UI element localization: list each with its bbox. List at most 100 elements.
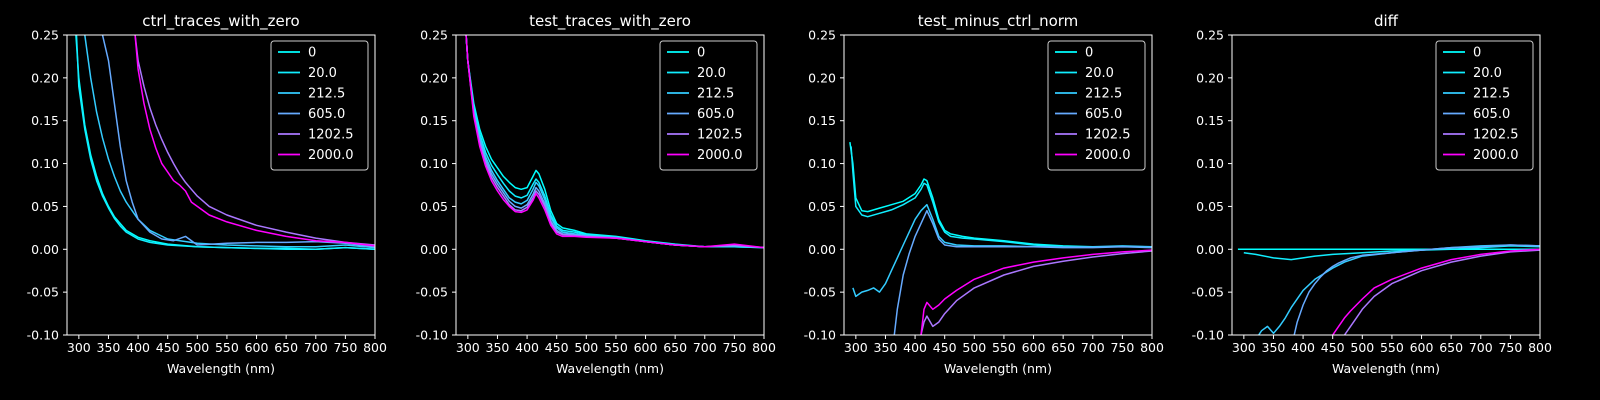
legend-label: 1202.5 [697, 128, 743, 143]
chart-title: diff [1374, 12, 1399, 30]
x-tick-label: 750 [333, 340, 357, 355]
legend: 0 20.0 212.5 605.0 1202.5 2000.0 [1047, 40, 1146, 171]
y-tick-label: 0.20 [1196, 70, 1224, 85]
y-tick-label: 0.00 [1196, 242, 1224, 257]
series-line-1 [849, 141, 1152, 248]
y-tick-label: -0.05 [1192, 285, 1224, 300]
x-tick-label: 550 [992, 340, 1016, 355]
series-group [75, 35, 375, 251]
legend-label: 0 [308, 46, 316, 61]
y-tick-label: -0.10 [1192, 328, 1224, 343]
y-tick-label: 0.25 [420, 28, 448, 43]
y-tick-label: -0.10 [416, 328, 448, 343]
x-tick-label: 600 [1022, 340, 1046, 355]
series-line-1 [465, 35, 764, 249]
legend-label: 605.0 [1473, 107, 1510, 122]
y-tick-label: 0.15 [1196, 113, 1224, 128]
legend-label: 20.0 [1473, 66, 1502, 81]
y-tick-label: 0.20 [808, 70, 836, 85]
legend: 0 20.0 212.5 605.0 1202.5 2000.0 [270, 40, 369, 171]
y-tick-label: 0.05 [1196, 199, 1224, 214]
legend-label: 605.0 [1085, 107, 1122, 122]
x-axis-label: Wavelength (nm) [167, 361, 275, 376]
x-tick-label: 300 [456, 340, 480, 355]
x-tick-label: 500 [1350, 340, 1374, 355]
y-tick-label: -0.10 [804, 328, 836, 343]
x-tick-label: 400 [126, 340, 150, 355]
x-tick-label: 750 [722, 340, 746, 355]
x-tick-label: 550 [1380, 340, 1404, 355]
series-line-2 [75, 35, 375, 251]
x-tick-label: 500 [574, 340, 598, 355]
series-group [465, 35, 764, 249]
x-tick-label: 800 [363, 340, 387, 355]
y-tick-label: 0.05 [420, 199, 448, 214]
x-axis-label: Wavelength (nm) [556, 361, 664, 376]
legend-label: 212.5 [1085, 87, 1122, 102]
y-tick-label: 0.15 [31, 113, 59, 128]
series-group [1237, 244, 1540, 335]
y-tick-label: 0.05 [808, 199, 836, 214]
y-tick-label: 0.00 [420, 242, 448, 257]
y-tick-label: 0.15 [420, 113, 448, 128]
legend-label: 1202.5 [308, 128, 354, 143]
series-group [849, 141, 1152, 335]
x-tick-label: 350 [1262, 340, 1286, 355]
y-tick-label: 0.10 [1196, 156, 1224, 171]
legend: 0 20.0 212.5 605.0 1202.5 2000.0 [659, 40, 758, 171]
legend-label: 0 [1473, 46, 1481, 61]
chart-panel-1: ctrl_traces_with_zero 300 350 400 450 500 550 6… [27, 12, 387, 376]
series-line-6 [920, 249, 1152, 335]
x-tick-label: 350 [874, 340, 898, 355]
x-tick-label: 300 [67, 340, 91, 355]
x-tick-label: 350 [486, 340, 510, 355]
x-tick-label: 800 [1528, 340, 1552, 355]
plot-frame [1231, 34, 1541, 336]
y-tick-label: -0.10 [27, 328, 59, 343]
y-tick-label: 0.00 [31, 242, 59, 257]
legend-label: 20.0 [1085, 66, 1114, 81]
series-line-3 [852, 203, 1152, 298]
plot-frame [843, 34, 1153, 336]
y-tick-label: 0.00 [808, 242, 836, 257]
x-tick-label: 750 [1498, 340, 1522, 355]
legend-label: 2000.0 [1085, 148, 1131, 163]
legend-label: 212.5 [697, 87, 734, 102]
x-tick-label: 700 [693, 340, 717, 355]
series-line-4 [1293, 244, 1540, 335]
series-line-4 [893, 209, 1152, 335]
chart-title: ctrl_traces_with_zero [142, 12, 299, 31]
x-tick-label: 700 [304, 340, 328, 355]
x-tick-label: 450 [545, 340, 569, 355]
series-line-2 [850, 146, 1152, 248]
series-line-6 [134, 35, 375, 247]
series-line-5 [1343, 249, 1540, 335]
plot-frame [66, 34, 376, 336]
x-tick-label: 650 [1439, 340, 1463, 355]
legend-label: 212.5 [308, 87, 345, 102]
y-tick-label: 0.15 [808, 113, 836, 128]
x-tick-label: 400 [903, 340, 927, 355]
y-tick-label: 0.25 [1196, 28, 1224, 43]
legend-label: 1202.5 [1473, 128, 1519, 143]
x-tick-label: 300 [844, 340, 868, 355]
x-tick-label: 550 [604, 340, 628, 355]
x-tick-label: 600 [634, 340, 658, 355]
legend-label: 0 [697, 46, 705, 61]
y-tick-label: 0.25 [808, 28, 836, 43]
legend-label: 2000.0 [697, 148, 743, 163]
y-tick-label: 0.20 [31, 70, 59, 85]
legend-label: 605.0 [308, 107, 345, 122]
x-axis-label: Wavelength (nm) [1332, 361, 1440, 376]
y-tick-label: 0.05 [31, 199, 59, 214]
chart-panel-4: diff 300 350 400 450 500 550 600 650 700 750 800 -0.… [1192, 12, 1552, 376]
x-tick-label: 300 [1232, 340, 1256, 355]
x-tick-label: 800 [1140, 340, 1164, 355]
x-tick-label: 550 [215, 340, 239, 355]
x-tick-label: 350 [97, 340, 121, 355]
legend-label: 212.5 [1473, 87, 1510, 102]
x-tick-label: 450 [156, 340, 180, 355]
x-tick-label: 400 [1291, 340, 1315, 355]
legend-label: 20.0 [697, 66, 726, 81]
series-line-6 [1332, 248, 1540, 335]
